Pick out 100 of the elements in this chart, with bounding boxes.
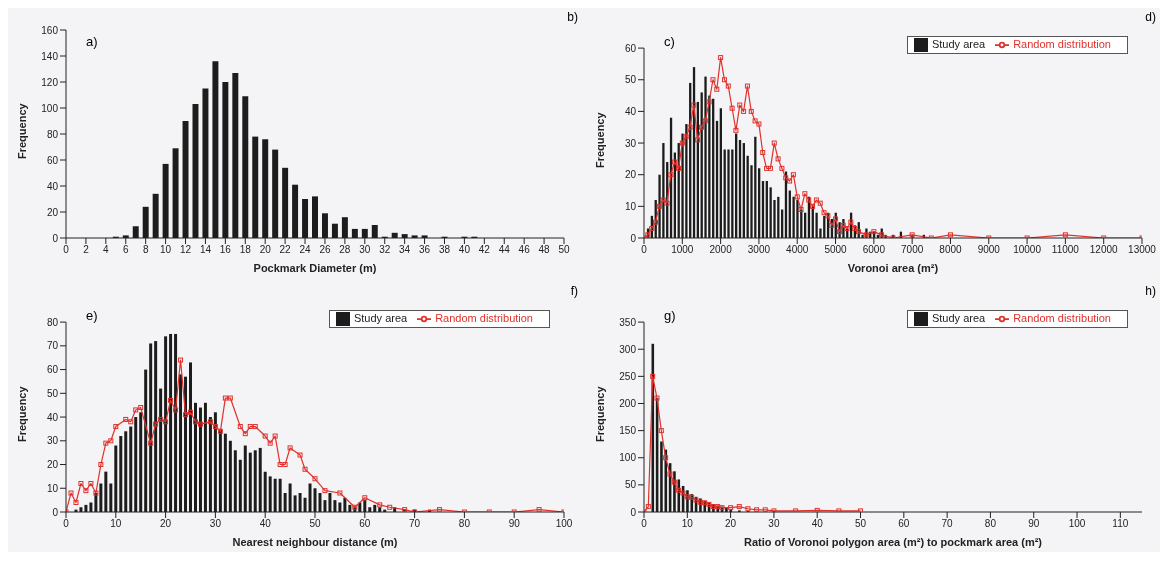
chart-title: c) — [664, 34, 675, 49]
x-tick-label: 13000 — [1128, 244, 1157, 256]
x-tick-label: 16 — [219, 244, 232, 256]
y-tick-label: 0 — [630, 506, 637, 518]
x-tick-label: 22 — [279, 244, 292, 256]
x-tick-label: 6 — [122, 244, 129, 256]
x-tick-label: 100 — [1068, 518, 1086, 530]
chart-title: e) — [86, 308, 98, 323]
legend-label: Random distribution — [1013, 38, 1111, 50]
y-axis-title: Frequency — [15, 385, 28, 443]
y-tick-label: 10 — [46, 482, 59, 494]
x-axis-title: Pockmark Diameter (m) — [253, 262, 377, 274]
x-tick-label: 38 — [438, 244, 451, 256]
x-tick-label: 10 — [160, 244, 172, 256]
y-tick-label: 0 — [630, 232, 637, 244]
x-tick-label: 20 — [725, 518, 737, 530]
x-tick-label: 4 — [103, 244, 110, 256]
x-tick-label: 50 — [854, 518, 867, 530]
x-axis-title: Ratio of Voronoi polygon area (m²) to pockmark area (m²) — [743, 536, 1043, 548]
legend-label: Study area — [931, 312, 986, 324]
x-tick-label: 30 — [359, 244, 371, 256]
y-tick-label: 120 — [41, 76, 59, 88]
chart-title: a) — [86, 34, 98, 49]
x-tick-label: 6000 — [862, 244, 886, 256]
x-tick-label: 42 — [478, 244, 491, 256]
x-tick-label: 70 — [941, 518, 954, 530]
x-tick-label: 0 — [63, 244, 70, 256]
y-axis-title: Frequency — [593, 111, 606, 169]
y-tick-label: 0 — [52, 232, 59, 244]
x-tick-label: 44 — [498, 244, 511, 256]
x-tick-label: 20 — [160, 518, 172, 530]
x-tick-label: 60 — [898, 518, 910, 530]
x-tick-label: 36 — [419, 244, 431, 256]
text: f) — [570, 284, 578, 298]
x-tick-label: 12000 — [1089, 244, 1119, 256]
x-tick-label: 48 — [538, 244, 551, 256]
x-tick-label: 32 — [379, 244, 391, 256]
y-tick-label: 60 — [624, 42, 637, 54]
y-tick-label: 60 — [46, 364, 59, 376]
x-tick-label: 3000 — [747, 244, 771, 256]
x-tick-label: 28 — [339, 244, 351, 256]
y-tick-label: 50 — [46, 387, 59, 399]
legend-label: Random distribution — [435, 312, 533, 324]
text: b) — [567, 10, 578, 24]
x-tick-label: 1000 — [671, 244, 694, 256]
y-tick-label: 40 — [46, 180, 59, 192]
x-tick-label: 24 — [299, 244, 312, 256]
x-tick-label: 20 — [259, 244, 272, 256]
x-tick-label: 7000 — [901, 244, 924, 256]
y-tick-label: 160 — [41, 24, 59, 36]
y-axis-title: Frequency — [593, 385, 606, 443]
y-tick-label: 20 — [46, 459, 59, 471]
x-tick-label: 5000 — [824, 244, 848, 256]
x-tick-label: 18 — [239, 244, 252, 256]
y-tick-label: 60 — [46, 154, 59, 166]
y-tick-label: 40 — [46, 411, 59, 423]
x-tick-label: 80 — [984, 518, 997, 530]
x-tick-label: 11000 — [1051, 244, 1080, 256]
y-tick-label: 50 — [624, 479, 637, 491]
legend-label: Study area — [353, 312, 408, 324]
x-tick-label: 2 — [83, 244, 90, 256]
x-tick-label: 70 — [409, 518, 421, 530]
x-tick-label: 0 — [641, 518, 648, 530]
x-tick-label: 34 — [399, 244, 411, 256]
x-tick-label: 4000 — [786, 244, 809, 256]
x-tick-label: 50 — [558, 244, 570, 256]
x-tick-label: 30 — [209, 518, 222, 530]
x-tick-label: 14 — [199, 244, 212, 256]
x-tick-label: 90 — [508, 518, 521, 530]
y-tick-label: 300 — [619, 343, 637, 355]
y-tick-label: 20 — [624, 169, 637, 181]
x-tick-label: 50 — [309, 518, 321, 530]
y-tick-label: 50 — [624, 74, 637, 86]
y-tick-label: 10 — [624, 200, 637, 212]
y-tick-label: 30 — [624, 137, 637, 149]
y-tick-label: 40 — [624, 105, 637, 117]
y-tick-label: 70 — [46, 340, 59, 352]
x-tick-label: 12 — [179, 244, 192, 256]
x-tick-label: 110 — [1112, 518, 1129, 530]
x-tick-label: 80 — [458, 518, 471, 530]
x-axis-title: Voronoi area (m²) — [847, 262, 939, 274]
y-tick-label: 350 — [619, 316, 637, 328]
legend-label: Study area — [931, 38, 986, 50]
y-tick-label: 0 — [52, 506, 59, 518]
y-axis-title: Frequency — [15, 102, 28, 159]
chart-title: g) — [664, 308, 676, 323]
x-tick-label: 90 — [1028, 518, 1040, 530]
x-tick-label: 0 — [641, 244, 648, 256]
x-tick-label: 9000 — [977, 244, 1001, 256]
x-tick-label: 100 — [555, 518, 573, 530]
y-tick-label: 100 — [619, 452, 637, 464]
x-tick-label: 10 — [681, 518, 694, 530]
x-tick-label: 60 — [359, 518, 371, 530]
x-tick-label: 2000 — [709, 244, 733, 256]
y-tick-label: 250 — [619, 370, 637, 382]
y-tick-label: 200 — [619, 398, 637, 410]
x-axis-title: Nearest neighbour distance (m) — [232, 536, 398, 548]
x-tick-label: 40 — [259, 518, 272, 530]
x-tick-label: 8 — [142, 244, 149, 256]
y-tick-label: 100 — [41, 102, 59, 114]
